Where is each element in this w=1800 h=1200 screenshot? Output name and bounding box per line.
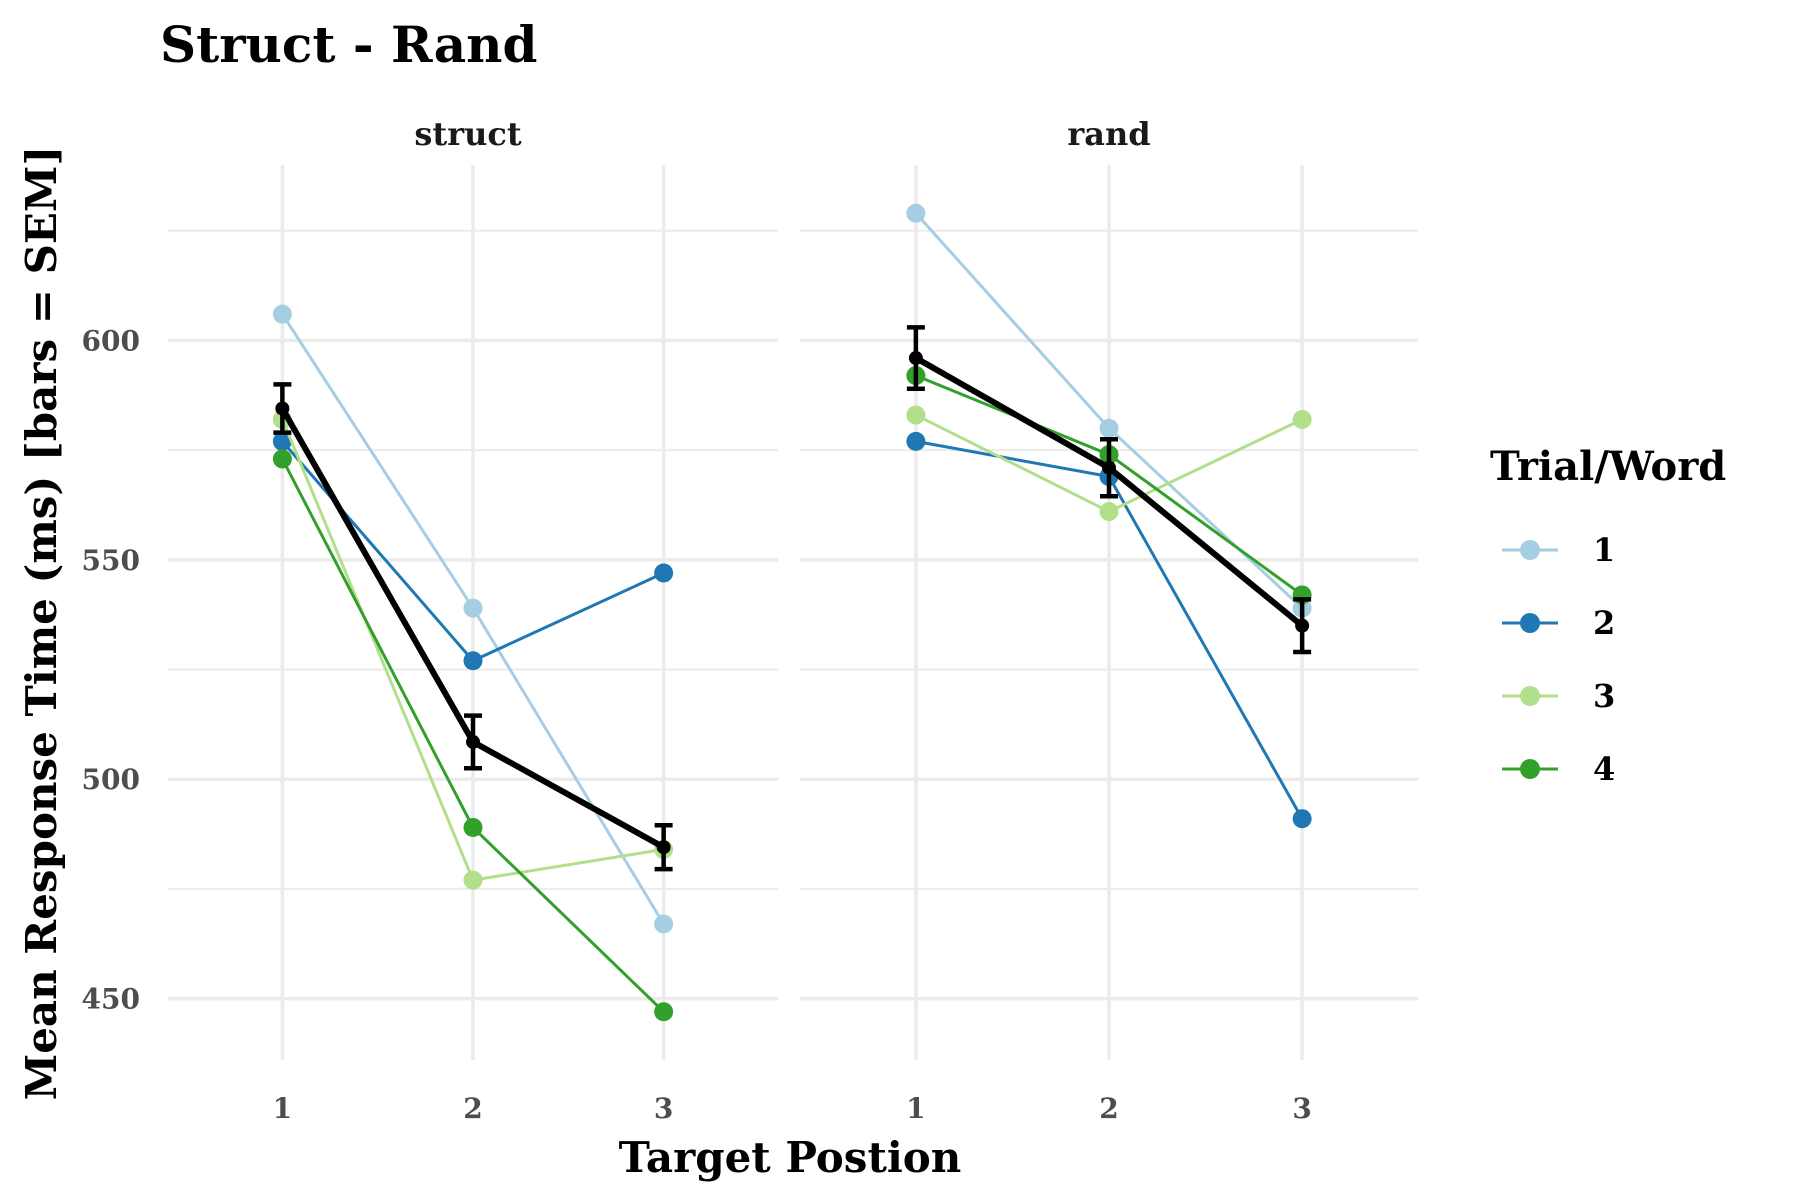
x-axis-title: Target Postion [619, 1133, 962, 1182]
x-tick-label: 1 [906, 1092, 925, 1125]
mean-point [1295, 618, 1310, 633]
y-tick-label: 500 [82, 763, 140, 796]
series-point-3 [906, 405, 926, 425]
y-tick-label: 450 [82, 983, 140, 1016]
series-rand [906, 203, 1312, 829]
legend-label-2: 2 [1593, 604, 1615, 642]
series-point-4 [654, 1002, 674, 1022]
series-point-3 [463, 870, 483, 890]
series-point-1 [1099, 418, 1119, 438]
x-tick-label: 1 [273, 1092, 292, 1125]
legend-title: Trial/Word [1490, 443, 1726, 490]
grid-struct [168, 165, 778, 1060]
facet-label-struct: struct [414, 115, 521, 153]
facet-label-rand: rand [1067, 115, 1150, 153]
y-tick-label: 550 [82, 544, 140, 577]
x-tick-label: 2 [463, 1092, 482, 1125]
y-axis-title: Mean Response Time (ms) [bars = SEM] [17, 146, 66, 1101]
x-ticks-struct: 1 2 3 [273, 1092, 674, 1125]
mean-point [908, 351, 923, 366]
mean-point [656, 840, 671, 855]
series-point-4 [272, 449, 292, 469]
series-point-2 [906, 431, 926, 451]
series-point-1 [272, 304, 292, 324]
legend-label-1: 1 [1593, 531, 1615, 569]
legend-key-point-4 [1520, 759, 1540, 779]
series-point-1 [463, 598, 483, 618]
x-tick-label: 2 [1099, 1092, 1118, 1125]
legend-key-point-2 [1520, 613, 1540, 633]
series-point-3 [1099, 502, 1119, 522]
grid-rand [800, 165, 1418, 1060]
chart-title: Struct - Rand [160, 15, 537, 74]
series-point-2 [1292, 809, 1312, 829]
x-tick-label: 3 [1292, 1092, 1311, 1125]
legend: Trial/Word 1 2 3 4 [1490, 443, 1726, 788]
series-point-2 [654, 563, 674, 583]
mean-point [275, 401, 290, 416]
panel-rand: 1 2 3 rand [800, 115, 1418, 1125]
mean-point [466, 734, 480, 749]
y-tick-label: 600 [82, 324, 140, 357]
series-point-1 [654, 914, 674, 934]
legend-label-3: 3 [1593, 677, 1615, 715]
legend-label-4: 4 [1593, 750, 1615, 788]
x-tick-label: 3 [654, 1092, 673, 1125]
mean-point [1102, 460, 1116, 475]
series-struct [272, 304, 674, 1022]
legend-keys: 1 2 3 4 [1502, 531, 1615, 788]
panel-struct: 1 2 3 struct [168, 115, 778, 1125]
legend-key-point-1 [1520, 540, 1540, 560]
series-point-2 [272, 431, 292, 451]
series-point-2 [463, 651, 483, 671]
y-axis-ticks: 450 500 550 600 [82, 324, 140, 1015]
legend-key-point-3 [1520, 686, 1540, 706]
x-ticks-rand: 1 2 3 [906, 1092, 1312, 1125]
series-point-4 [463, 817, 483, 837]
series-point-3 [1292, 409, 1312, 429]
series-point-1 [906, 203, 926, 223]
